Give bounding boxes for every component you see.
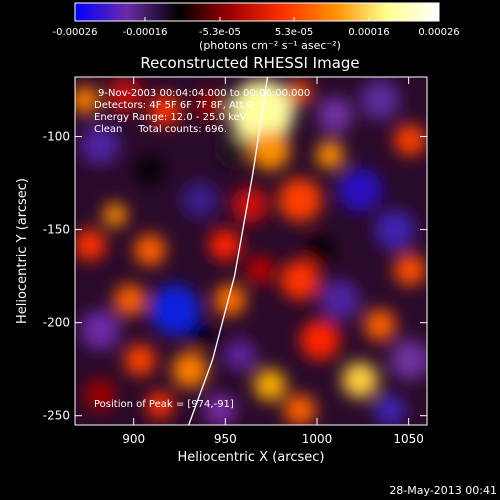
colorbar-tick-label: 0.00016 xyxy=(348,27,389,38)
footer-timestamp: 28-May-2013 00:41 xyxy=(389,484,497,497)
y-tick-label: -100 xyxy=(43,130,70,144)
solar-limb-line xyxy=(188,76,269,426)
colorbar-tick-label: -5.3e-05 xyxy=(199,27,241,38)
colorbar-ticks: -0.00026 -0.00016 -5.3e-05 5.3e-05 0.00016 0.… xyxy=(53,17,460,38)
annotation-detectors: Detectors: 4F 5F 6F 7F 8F, Att 0 xyxy=(94,100,253,111)
x-tick-label: 950 xyxy=(214,432,237,446)
annotation-peak-position: Position of Peak = [974,-91] xyxy=(94,399,234,410)
annotation-time-range: 9-Nov-2003 00:04:04.000 to 00:06:00.000 xyxy=(98,88,310,99)
x-tick-label: 1050 xyxy=(393,432,424,446)
annotation-method: Clean Total counts: 696. xyxy=(94,124,227,135)
plot-frame xyxy=(74,76,428,426)
x-tick-label: 900 xyxy=(122,432,145,446)
y-tick-label: -250 xyxy=(43,409,70,423)
colorbar-tick-label: 0.00026 xyxy=(418,27,459,38)
y-axis-label: Heliocentric Y (arcsec) xyxy=(15,178,30,324)
y-axis-ticks: -100 -150 -200 -250 xyxy=(43,130,427,423)
annotation-energy-range: Energy Range: 12.0 - 25.0 keV xyxy=(94,112,247,123)
colorbar-tick-label: 5.3e-05 xyxy=(275,27,313,38)
y-tick-label: -200 xyxy=(43,316,70,330)
colorbar-tick-label: -0.00026 xyxy=(53,27,98,38)
x-axis-label: Heliocentric X (arcsec) xyxy=(178,450,325,465)
x-axis-ticks: 900 950 1000 1050 xyxy=(122,77,424,446)
chart-title: Reconstructed RHESSI Image xyxy=(140,54,359,72)
y-tick-label: -150 xyxy=(43,223,70,237)
heatmap xyxy=(75,77,427,425)
x-tick-label: 1000 xyxy=(302,432,333,446)
colorbar xyxy=(74,2,440,22)
colorbar-unit-label: (photons cm⁻² s⁻¹ asec⁻²) xyxy=(199,39,341,52)
colorbar-tick-label: -0.00016 xyxy=(123,27,168,38)
